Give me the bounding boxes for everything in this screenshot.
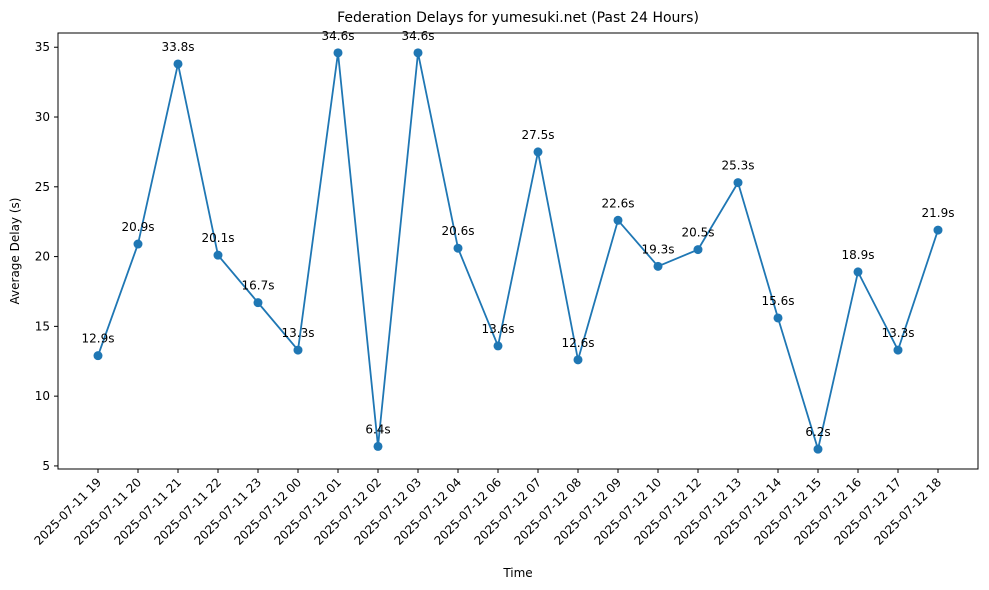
data-point [453, 243, 463, 253]
data-point [573, 355, 583, 365]
data-point [653, 261, 663, 271]
y-tick-label: 20 [35, 250, 50, 264]
y-tick-label: 25 [35, 180, 50, 194]
data-point [253, 298, 263, 308]
data-label: 22.6s [602, 196, 635, 210]
data-label: 34.6s [402, 29, 435, 43]
y-tick-label: 35 [35, 40, 50, 54]
data-point [533, 147, 543, 157]
data-label: 33.8s [162, 40, 195, 54]
data-label: 20.1s [202, 231, 235, 245]
data-label: 18.9s [842, 248, 875, 262]
y-axis-title: Average Delay (s) [8, 198, 22, 305]
data-label: 13.3s [282, 326, 315, 340]
plot-frame [57, 32, 979, 470]
data-label: 20.5s [682, 226, 715, 240]
data-point [213, 250, 223, 260]
data-label: 6.4s [365, 422, 390, 436]
data-label: 12.6s [562, 336, 595, 350]
data-point [773, 313, 783, 323]
data-point [373, 441, 383, 451]
data-label: 27.5s [522, 128, 555, 142]
data-label: 19.3s [642, 242, 675, 256]
y-tick-label: 15 [35, 319, 50, 333]
data-point [693, 245, 703, 255]
data-label: 20.6s [442, 224, 475, 238]
data-point [813, 444, 823, 454]
data-point [493, 341, 503, 351]
data-label: 25.3s [722, 159, 755, 173]
data-label: 13.3s [882, 326, 915, 340]
data-label: 12.9s [82, 332, 115, 346]
y-tick-label: 30 [35, 110, 50, 124]
data-point [893, 345, 903, 355]
data-point [133, 239, 143, 249]
data-label: 15.6s [762, 294, 795, 308]
data-label: 16.7s [242, 279, 275, 293]
chart-title: Federation Delays for yumesuki.net (Past… [337, 10, 699, 26]
series-line [97, 52, 939, 453]
data-point [933, 225, 943, 235]
y-tick-label: 5 [42, 459, 50, 473]
data-point [613, 215, 623, 225]
data-label: 6.2s [805, 425, 830, 439]
data-point [413, 48, 423, 58]
data-point [733, 178, 743, 188]
data-point [173, 59, 183, 69]
data-label: 13.6s [482, 322, 515, 336]
y-tick-label: 10 [35, 389, 50, 403]
data-label: 34.6s [322, 29, 355, 43]
data-point [93, 351, 103, 361]
data-label: 21.9s [922, 206, 955, 220]
data-point [293, 345, 303, 355]
x-axis-title: Time [502, 566, 532, 580]
data-label: 20.9s [122, 220, 155, 234]
data-point [333, 48, 343, 58]
data-point [853, 267, 863, 277]
